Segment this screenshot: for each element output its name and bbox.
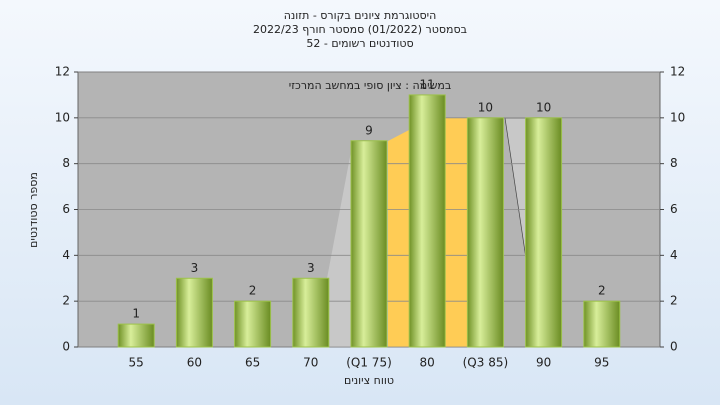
y2-tick-label: 0 [670,340,678,354]
value-label: 10 [536,100,551,114]
y-tick-label: 0 [62,340,70,354]
x-tick-label: (Q1 75) [346,356,392,370]
value-label: 11 [420,77,435,91]
bar [408,94,446,348]
y-tick-label: 2 [62,294,70,308]
bar [292,277,330,348]
y2-tick-label: 8 [670,156,678,170]
y-tick-label: 4 [62,248,70,262]
bar [350,140,388,348]
value-label: 2 [249,284,257,298]
x-tick-label: 95 [594,356,609,370]
x-tick-label: 70 [303,356,318,370]
bar [234,300,272,348]
y-tick-label: 12 [55,65,70,79]
value-label: 3 [307,261,315,275]
y2-tick-label: 12 [670,65,685,79]
x-tick-label: 90 [536,356,551,370]
y-tick-label: 10 [55,110,70,124]
value-label: 3 [191,261,199,275]
x-tick-label: 65 [245,356,260,370]
bar [175,277,213,348]
y2-tick-label: 4 [670,248,678,262]
x-tick-label: 55 [129,356,144,370]
value-label: 1 [132,307,140,321]
y2-tick-label: 6 [670,202,678,216]
y-tick-label: 6 [62,202,70,216]
y2-tick-label: 2 [670,294,678,308]
chart-subtitle: סטודנטים רשומים - 52 [306,37,413,50]
chart-subtitle: בסמסטר (01/2022) סמסטר חורף 2022/23 [253,23,467,36]
value-label: 2 [598,284,606,298]
y-axis-label: מספר סטודנטים [27,172,40,248]
value-label: 9 [365,123,373,137]
bar [525,117,563,348]
value-label: 10 [478,100,493,114]
x-tick-label: (Q3 85) [463,356,509,370]
x-tick-label: 80 [420,356,435,370]
y-tick-label: 8 [62,156,70,170]
x-tick-label: 60 [187,356,202,370]
bar [466,117,504,348]
chart-title: היסטוגרמת ציונים בקורס - תזונה [284,9,437,22]
bar [583,300,621,348]
bar [117,323,155,348]
y2-tick-label: 10 [670,110,685,124]
annotation: במשימה : ציון סופי במחשב המרכזי [289,79,452,92]
x-axis-label: טווח ציונים [344,374,394,387]
